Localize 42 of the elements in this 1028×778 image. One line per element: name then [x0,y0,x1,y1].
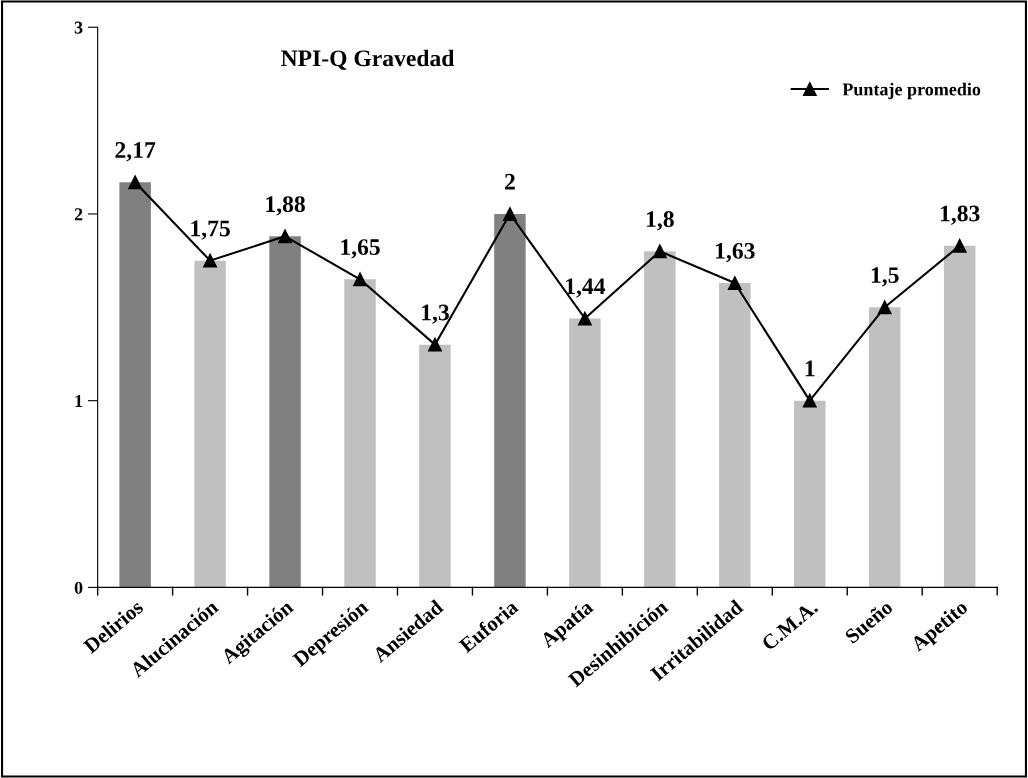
point [877,300,892,315]
point [502,207,517,221]
bar [269,236,301,588]
data-label: 1 [805,360,815,377]
data-label: 2,17 [115,142,156,162]
point [802,393,817,408]
point [428,337,442,352]
bar [344,279,376,588]
point [128,175,143,190]
data-label: 1,83 [940,205,980,225]
point [727,276,742,290]
y-tick-label: 3 [74,21,83,34]
point [278,229,293,244]
bar [719,283,751,588]
bar [943,245,976,588]
data-label: 1,5 [871,267,899,287]
text: NPI-Q Gravedad [281,49,455,70]
point [952,238,967,253]
bar [419,344,451,588]
data-label: 1,75 [191,220,230,240]
bar [569,318,601,588]
bar [494,213,526,588]
y-tick-label: 1 [75,395,83,407]
point [203,253,218,268]
bar [868,307,901,588]
y-tick-label: 2 [74,208,83,221]
data-label: 1,88 [266,196,305,216]
data-label: 2 [505,173,515,190]
bar [644,251,676,588]
y-tick-label: 0 [74,581,83,594]
point [652,244,667,259]
data-label: 1,44 [566,278,606,298]
data-label: 1,8 [646,211,674,231]
point [353,272,367,287]
bar [119,182,151,588]
data-label: 1,63 [716,242,755,263]
data-label: 1,65 [341,239,380,259]
point [577,311,592,326]
bar [194,260,226,588]
legend-label: Puntaje promedio [842,82,981,100]
bar [794,400,826,588]
data-label: 1,3 [422,304,449,324]
